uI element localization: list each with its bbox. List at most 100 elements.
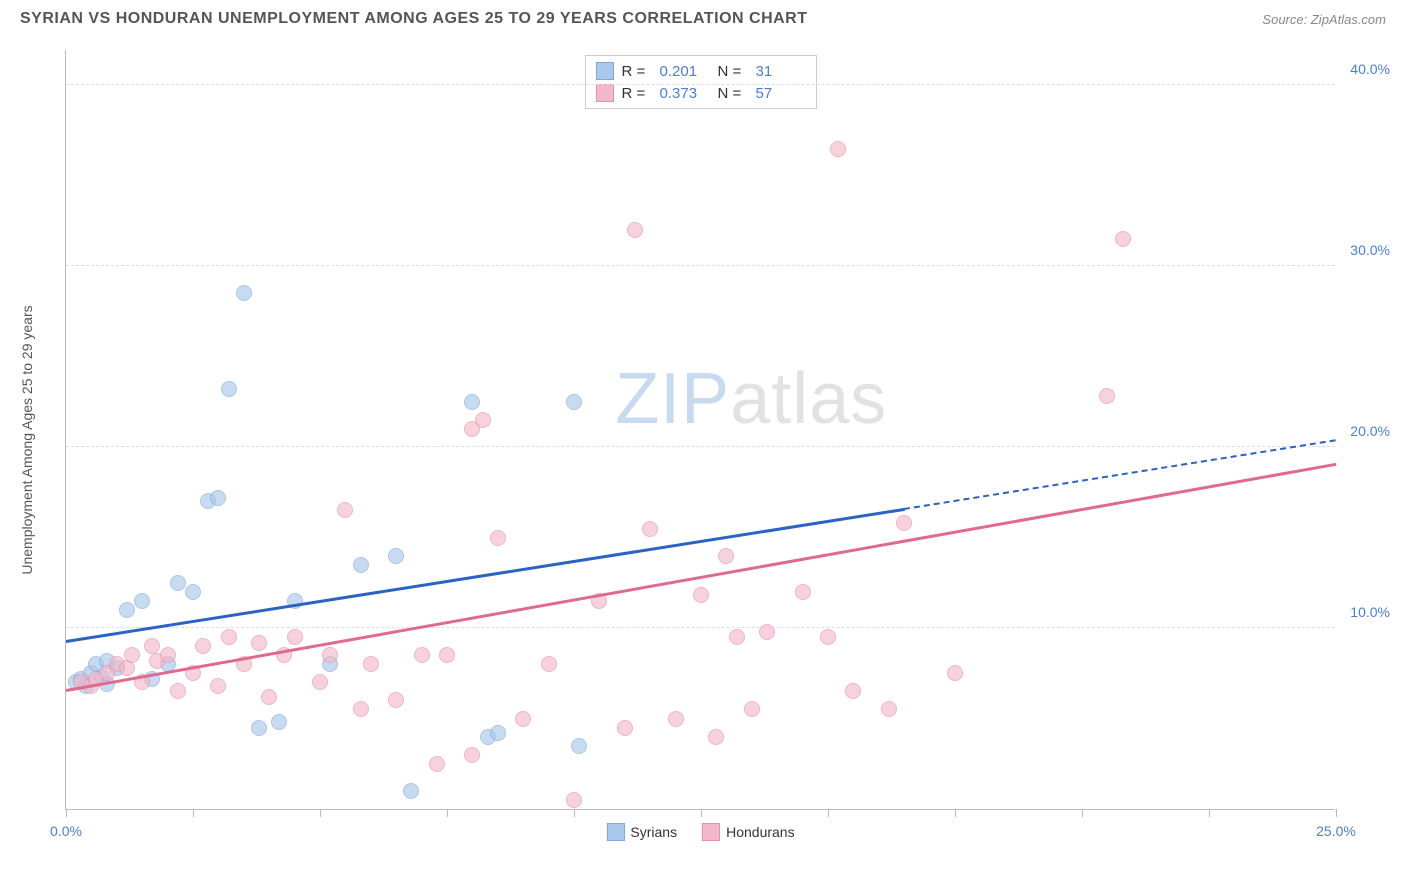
- gridline: [66, 84, 1335, 85]
- scatter-point: [221, 629, 237, 645]
- x-tick: [320, 809, 321, 817]
- scatter-point: [566, 394, 582, 410]
- chart-title: SYRIAN VS HONDURAN UNEMPLOYMENT AMONG AG…: [20, 10, 808, 28]
- scatter-point: [236, 285, 252, 301]
- legend-swatch: [702, 823, 720, 841]
- scatter-point: [627, 222, 643, 238]
- legend-n-label: N =: [718, 85, 748, 102]
- scatter-point: [1115, 231, 1131, 247]
- scatter-point: [1099, 388, 1115, 404]
- scatter-point: [759, 624, 775, 640]
- chart-area: Unemployment Among Ages 25 to 29 years Z…: [45, 50, 1385, 830]
- scatter-point: [124, 647, 140, 663]
- scatter-point: [353, 557, 369, 573]
- legend-r-value: 0.373: [660, 85, 710, 102]
- y-axis-title: Unemployment Among Ages 25 to 29 years: [19, 305, 35, 574]
- watermark-atlas: atlas: [730, 359, 887, 439]
- x-tick: [447, 809, 448, 817]
- scatter-point: [429, 756, 445, 772]
- scatter-point: [210, 678, 226, 694]
- scatter-point: [251, 720, 267, 736]
- scatter-point: [403, 783, 419, 799]
- gridline: [66, 446, 1335, 447]
- x-tick: [574, 809, 575, 817]
- scatter-point: [541, 656, 557, 672]
- legend-correlation-row: R =0.201N =31: [596, 60, 806, 82]
- gridline: [66, 265, 1335, 266]
- legend-r-value: 0.201: [660, 63, 710, 80]
- scatter-point: [708, 729, 724, 745]
- scatter-point: [388, 692, 404, 708]
- x-tick: [1082, 809, 1083, 817]
- x-tick: [66, 809, 67, 817]
- scatter-point: [795, 584, 811, 600]
- scatter-point: [515, 711, 531, 727]
- scatter-point: [464, 394, 480, 410]
- scatter-point: [566, 792, 582, 808]
- scatter-point: [947, 665, 963, 681]
- x-tick: [1336, 809, 1337, 817]
- x-tick: [701, 809, 702, 817]
- scatter-point: [185, 584, 201, 600]
- watermark: ZIPatlas: [615, 358, 887, 440]
- x-tick-label: 25.0%: [1316, 823, 1356, 839]
- scatter-point: [221, 381, 237, 397]
- scatter-point: [475, 412, 491, 428]
- x-tick: [193, 809, 194, 817]
- watermark-zip: ZIP: [615, 359, 730, 439]
- y-tick-label: 40.0%: [1350, 61, 1390, 77]
- legend-series-item: Syrians: [606, 823, 677, 841]
- scatter-point: [490, 530, 506, 546]
- legend-swatch: [596, 84, 614, 102]
- scatter-point: [287, 629, 303, 645]
- scatter-point: [312, 674, 328, 690]
- scatter-point: [642, 521, 658, 537]
- legend-series-label: Syrians: [630, 824, 677, 840]
- legend-swatch: [596, 62, 614, 80]
- legend-correlation-row: R = 0.373 N = 57: [596, 82, 806, 104]
- x-tick: [955, 809, 956, 817]
- legend-series: Syrians Hondurans: [606, 823, 794, 841]
- scatter-point: [490, 725, 506, 741]
- scatter-point: [134, 593, 150, 609]
- y-tick-label: 10.0%: [1350, 604, 1390, 620]
- x-tick-label: 0.0%: [50, 823, 82, 839]
- trend-line: [66, 508, 905, 643]
- scatter-point: [881, 701, 897, 717]
- legend-n-value: 31: [756, 63, 806, 80]
- scatter-point: [414, 647, 430, 663]
- legend-r-label: R =: [622, 85, 652, 102]
- scatter-point: [845, 683, 861, 699]
- legend-correlation: R = 0.201 N = 31 R = 0.373 N = 57: [585, 55, 817, 109]
- legend-series-label: Hondurans: [726, 824, 795, 840]
- scatter-point: [210, 490, 226, 506]
- scatter-point: [170, 683, 186, 699]
- scatter-point: [744, 701, 760, 717]
- scatter-point: [617, 720, 633, 736]
- scatter-point: [668, 711, 684, 727]
- scatter-point: [729, 629, 745, 645]
- scatter-point: [170, 575, 186, 591]
- header: SYRIAN VS HONDURAN UNEMPLOYMENT AMONG AG…: [0, 0, 1406, 33]
- scatter-point: [353, 701, 369, 717]
- plot-region: ZIPatlas R =0.201N =31R =0.373N =57 Syri…: [65, 50, 1335, 810]
- scatter-point: [337, 502, 353, 518]
- scatter-point: [718, 548, 734, 564]
- source-label: Source:: [1262, 12, 1307, 27]
- scatter-point: [439, 647, 455, 663]
- scatter-point: [195, 638, 211, 654]
- scatter-point: [830, 141, 846, 157]
- scatter-point: [119, 602, 135, 618]
- source-value: ZipAtlas.com: [1311, 12, 1386, 27]
- legend-n-value: 57: [756, 85, 806, 102]
- x-tick: [828, 809, 829, 817]
- legend-swatch: [606, 823, 624, 841]
- scatter-point: [571, 738, 587, 754]
- trend-line: [66, 463, 1336, 692]
- legend-r-label: R =: [622, 63, 652, 80]
- legend-series-item: Hondurans: [702, 823, 795, 841]
- gridline: [66, 627, 1335, 628]
- scatter-point: [160, 647, 176, 663]
- scatter-point: [251, 635, 267, 651]
- scatter-point: [464, 747, 480, 763]
